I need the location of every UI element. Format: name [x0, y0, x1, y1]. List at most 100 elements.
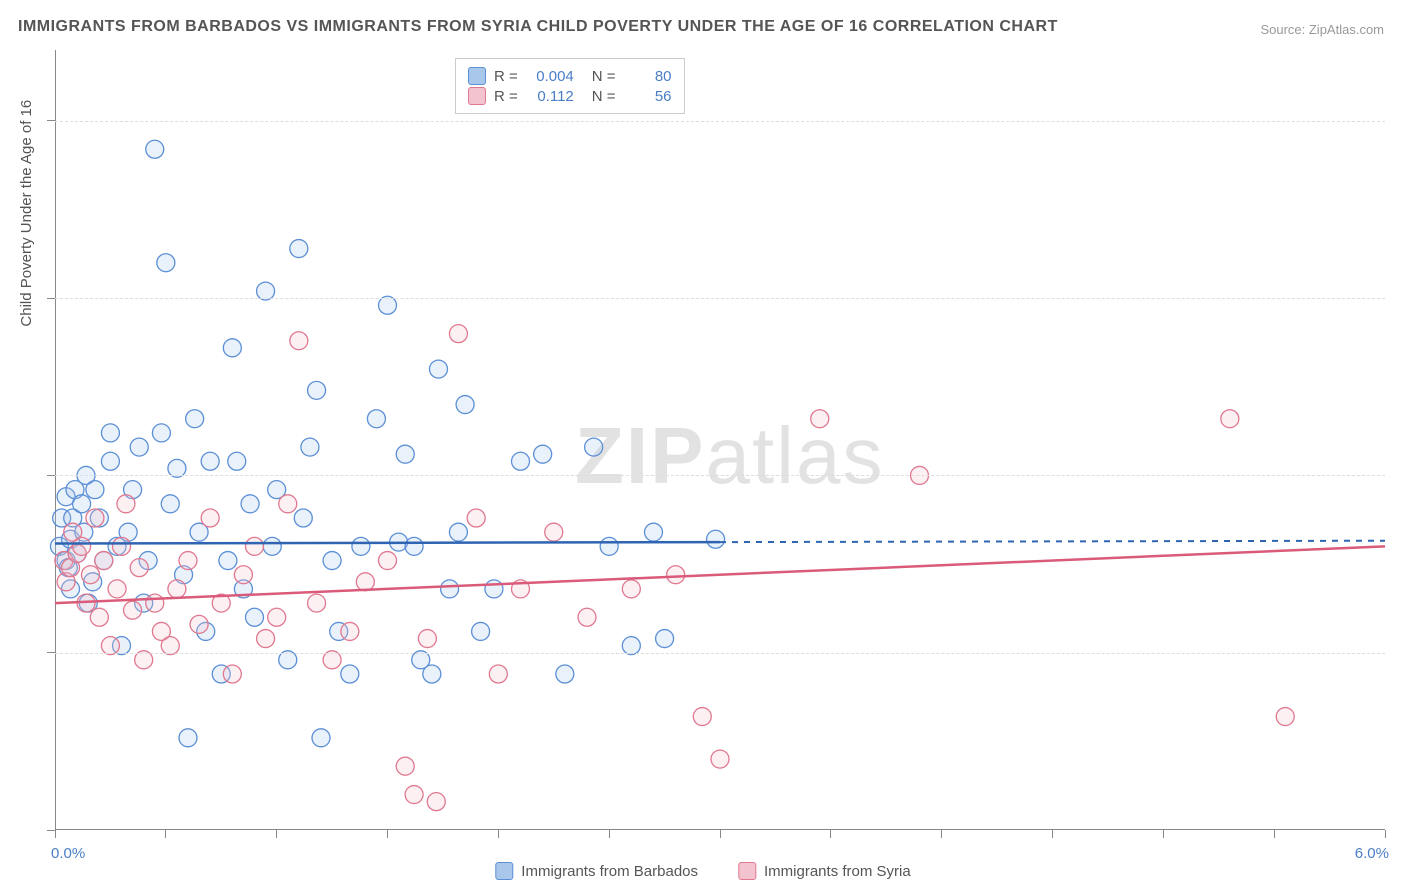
regression-line [55, 542, 720, 543]
scatter-point [341, 665, 359, 683]
x-tick [1052, 830, 1053, 838]
stat-r-label: R = [494, 68, 518, 85]
scatter-point [113, 537, 131, 555]
scatter-point [811, 410, 829, 428]
y-tick-label: 50.0% [1393, 112, 1406, 129]
x-tick [498, 830, 499, 838]
scatter-point [693, 708, 711, 726]
scatter-point [396, 445, 414, 463]
x-tick [1274, 830, 1275, 838]
scatter-point [356, 573, 374, 591]
scatter-point [268, 608, 286, 626]
scatter-point [341, 622, 359, 640]
swatch-icon [468, 67, 486, 85]
chart-title: IMMIGRANTS FROM BARBADOS VS IMMIGRANTS F… [18, 18, 1058, 36]
legend-stats-row: R = 0.004 N = 80 [468, 67, 672, 85]
scatter-point [246, 537, 264, 555]
swatch-icon [738, 862, 756, 880]
y-axis-label: Child Poverty Under the Age of 16 [18, 100, 35, 327]
scatter-point [449, 325, 467, 343]
scatter-point [190, 615, 208, 633]
scatter-point [456, 396, 474, 414]
scatter-point [179, 552, 197, 570]
scatter-point [578, 608, 596, 626]
scatter-point [585, 438, 603, 456]
scatter-point [441, 580, 459, 598]
scatter-point [234, 566, 252, 584]
scatter-point [81, 566, 99, 584]
scatter-point [86, 481, 104, 499]
scatter-point [418, 630, 436, 648]
legend-item: Immigrants from Syria [738, 862, 911, 880]
stat-n-label: N = [592, 68, 616, 85]
scatter-point [257, 630, 275, 648]
scatter-point [308, 594, 326, 612]
scatter-point [423, 665, 441, 683]
y-tick [47, 475, 55, 476]
x-tick [165, 830, 166, 838]
scatter-point [201, 509, 219, 527]
chart-container: IMMIGRANTS FROM BARBADOS VS IMMIGRANTS F… [0, 0, 1406, 892]
scatter-point [95, 552, 113, 570]
scatter-point [73, 495, 91, 513]
scatter-point [1221, 410, 1239, 428]
scatter-point [367, 410, 385, 428]
scatter-point [73, 537, 91, 555]
scatter-point [396, 757, 414, 775]
source-label: Source: ZipAtlas.com [1260, 22, 1384, 37]
x-tick [55, 830, 56, 838]
scatter-point [352, 537, 370, 555]
scatter-point [467, 509, 485, 527]
scatter-point [130, 438, 148, 456]
scatter-point [101, 424, 119, 442]
x-tick [941, 830, 942, 838]
scatter-point [294, 509, 312, 527]
scatter-point [152, 424, 170, 442]
scatter-point [405, 786, 423, 804]
scatter-point [312, 729, 330, 747]
legend-bottom: Immigrants from Barbados Immigrants from… [495, 862, 910, 880]
stat-r-value: 0.112 [526, 88, 574, 105]
scatter-point [600, 537, 618, 555]
y-tick [47, 652, 55, 653]
scatter-svg [55, 50, 1385, 830]
legend-stats-box: R = 0.004 N = 80 R = 0.112 N = 56 [455, 58, 685, 114]
scatter-point [667, 566, 685, 584]
scatter-point [534, 445, 552, 463]
stat-r-value: 0.004 [526, 68, 574, 85]
scatter-point [186, 410, 204, 428]
y-tick [47, 298, 55, 299]
x-tick [387, 830, 388, 838]
scatter-point [179, 729, 197, 747]
legend-label: Immigrants from Syria [764, 863, 911, 880]
scatter-point [223, 339, 241, 357]
scatter-point [86, 509, 104, 527]
scatter-point [711, 750, 729, 768]
scatter-point [645, 523, 663, 541]
scatter-point [405, 537, 423, 555]
scatter-point [146, 140, 164, 158]
scatter-point [241, 495, 259, 513]
scatter-point [290, 240, 308, 258]
scatter-point [656, 630, 674, 648]
scatter-point [622, 580, 640, 598]
x-tick [1163, 830, 1164, 838]
scatter-point [246, 608, 264, 626]
scatter-point [108, 580, 126, 598]
swatch-icon [495, 862, 513, 880]
scatter-point [512, 452, 530, 470]
y-tick-label: 12.5% [1393, 644, 1406, 661]
scatter-point [707, 530, 725, 548]
scatter-point [168, 580, 186, 598]
y-tick-label: 25.0% [1393, 467, 1406, 484]
scatter-point [157, 254, 175, 272]
x-tick [830, 830, 831, 838]
scatter-point [379, 552, 397, 570]
gridline [55, 121, 1385, 122]
scatter-point [485, 580, 503, 598]
scatter-point [1276, 708, 1294, 726]
plot-area: ZIPatlas R = 0.004 N = 80 R = 0.112 N = … [55, 50, 1385, 830]
scatter-point [429, 360, 447, 378]
scatter-point [161, 495, 179, 513]
scatter-point [263, 537, 281, 555]
